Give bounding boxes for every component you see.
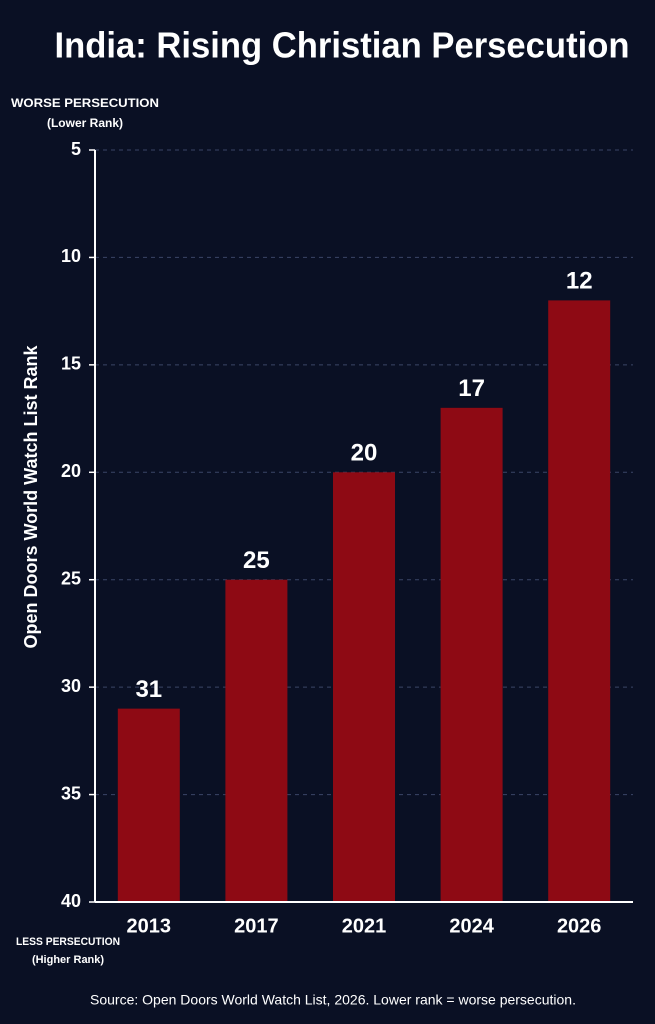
x-tick-label: 2021 [342, 915, 387, 937]
source: Source: Open Doors World Watch List, 202… [90, 992, 576, 1008]
annotation: WORSE PERSECUTION [11, 96, 159, 110]
y-tick-label: 10 [61, 246, 81, 266]
y-tick-label: 15 [61, 354, 81, 374]
x-tick-label: 2026 [557, 915, 602, 937]
x-tick-label: 2013 [127, 915, 172, 937]
annotation: (Lower Rank) [47, 116, 123, 130]
y-tick-label: 30 [61, 676, 81, 696]
bar [440, 407, 503, 902]
chart-title: India: Rising Christian Persecution [55, 25, 630, 66]
bar [225, 579, 288, 902]
value-label: 31 [135, 676, 162, 703]
bar [548, 300, 611, 902]
y-tick-label: 35 [61, 783, 81, 803]
y-tick-label: 25 [61, 568, 81, 588]
y-tick-label: 40 [61, 891, 81, 911]
value-label: 17 [458, 375, 485, 402]
annotation: LESS PERSECUTION [16, 936, 120, 948]
bar [333, 472, 395, 902]
y-tick-label: 20 [61, 461, 81, 481]
annotation: (Higher Rank) [32, 954, 104, 966]
value-label: 20 [351, 440, 378, 467]
y-axis-label: Open Doors World Watch List Rank [21, 345, 41, 649]
y-tick-label: 5 [71, 139, 81, 159]
value-label: 25 [243, 547, 270, 574]
x-tick-label: 2017 [234, 915, 279, 937]
value-label: 12 [566, 268, 593, 295]
x-tick-label: 2024 [449, 915, 494, 937]
bar [117, 708, 180, 902]
